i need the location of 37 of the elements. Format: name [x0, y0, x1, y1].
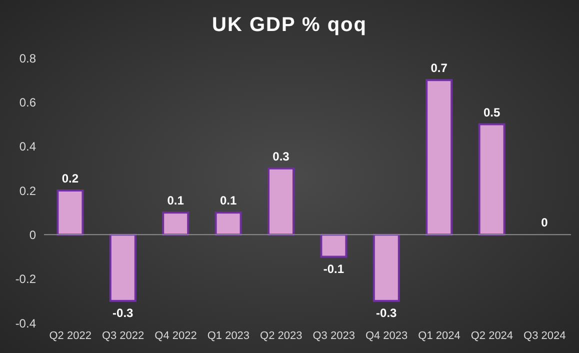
- bar: [426, 79, 453, 236]
- y-tick-label: 0: [29, 228, 36, 242]
- x-tick-label: Q1 2024: [418, 330, 460, 342]
- x-tick-label: Q3 2022: [102, 330, 144, 342]
- bar: [372, 234, 400, 302]
- data-label: 0.2: [62, 172, 79, 186]
- data-label: 0.7: [430, 61, 448, 76]
- data-label: 0.1: [167, 194, 184, 208]
- bar: [56, 190, 84, 236]
- y-tick-label: -0.2: [15, 272, 36, 286]
- x-tick-label: Q1 2023: [207, 330, 250, 342]
- bar: [109, 234, 136, 302]
- data-label: -0.3: [376, 306, 398, 320]
- bar: [268, 167, 294, 236]
- x-tick-label: Q3 2024: [524, 330, 566, 342]
- bar: [214, 212, 242, 236]
- data-label: -0.1: [323, 262, 344, 276]
- data-label: 0.1: [220, 194, 237, 208]
- y-tick-label: -0.4: [15, 316, 36, 330]
- bar: [162, 212, 190, 236]
- bar: [320, 234, 348, 258]
- data-label: 0.3: [272, 149, 290, 164]
- x-tick-label: Q4 2023: [365, 330, 408, 342]
- x-tick-label: Q4 2022: [154, 330, 197, 342]
- y-tick-label: 0.4: [19, 140, 36, 154]
- data-label: 0: [541, 216, 548, 230]
- x-tick-label: Q2 2023: [260, 330, 302, 342]
- x-tick-label: Q3 2023: [312, 330, 355, 342]
- data-label: -0.3: [112, 306, 134, 320]
- x-tick-label: Q2 2024: [470, 330, 514, 342]
- y-tick-label: 0.2: [19, 184, 36, 198]
- x-tick-label: Q2 2022: [49, 330, 92, 342]
- chart-title: UK GDP % qoq: [211, 14, 368, 37]
- data-label: 0.5: [483, 105, 500, 120]
- y-tick-label: 0.8: [19, 51, 36, 66]
- bar: [478, 123, 506, 236]
- y-tick-label: 0.6: [19, 95, 36, 110]
